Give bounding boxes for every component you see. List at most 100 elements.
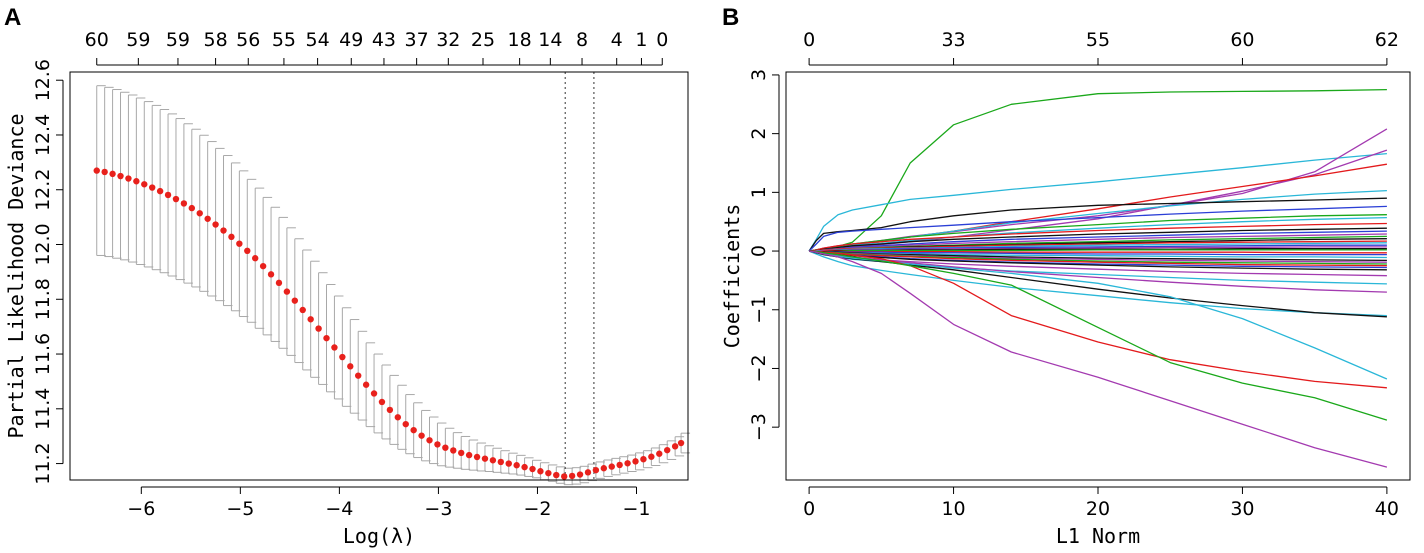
top-tick-label: 60 <box>1230 29 1254 51</box>
panel-b-x-label: L1 Norm <box>1056 524 1140 548</box>
coefficient-path <box>809 227 1387 252</box>
top-tick-label: 4 <box>611 29 623 51</box>
panel-a-top-axis: 60 59 59 58 56 55 54 49 43 37 32 25 18 14 8 4 1 0 <box>85 29 668 66</box>
x-tick-label: 20 <box>1086 498 1110 520</box>
y-tick-label: 12.6 <box>32 59 54 101</box>
deviance-point <box>473 453 481 461</box>
top-tick-label: 62 <box>1375 29 1399 51</box>
panel-a-x-label: Log(λ) <box>343 524 415 548</box>
deviance-point <box>656 450 663 457</box>
deviance-point <box>331 344 338 351</box>
panel-a-letter: A <box>4 4 21 31</box>
deviance-point <box>323 334 330 342</box>
deviance-point <box>164 191 172 199</box>
y-tick-label: −1 <box>748 296 770 324</box>
coefficient-path <box>809 250 1387 389</box>
deviance-point <box>664 446 671 454</box>
panel-b-coefficient-paths <box>808 88 1388 468</box>
deviance-point <box>553 471 560 479</box>
deviance-point <box>632 458 639 465</box>
top-tick-label: 0 <box>656 29 668 51</box>
panel-b-y-label: Coefficients <box>720 204 744 349</box>
deviance-point <box>109 170 116 178</box>
top-tick-label: 59 <box>126 29 150 51</box>
deviance-point <box>220 227 227 234</box>
panel-a-y-label: Partial Likelihood Deviance <box>4 113 28 438</box>
deviance-point <box>196 210 203 217</box>
y-tick-label: 12.4 <box>32 114 54 156</box>
deviance-point <box>576 471 584 478</box>
panel-a-x-axis: −6 −5 −4 −3 −2 −1 <box>127 486 651 520</box>
top-tick-label: 8 <box>576 29 588 51</box>
coefficient-path <box>809 249 1387 252</box>
top-tick-label: 32 <box>436 29 460 51</box>
deviance-point <box>275 279 283 287</box>
deviance-point <box>497 458 505 466</box>
x-tick-label: −6 <box>127 498 155 520</box>
coefficient-path <box>809 250 1388 468</box>
deviance-point <box>592 466 600 474</box>
top-tick-label: 56 <box>236 29 260 51</box>
panel-a-plot-box <box>69 71 689 481</box>
panel-b-plot-box <box>785 71 1411 481</box>
panel-b-top-axis: 0 33 55 60 62 <box>803 29 1399 66</box>
panel-b: B 0 10 20 30 40 −3 −2 −1 0 1 2 3 0 33 55 60 62 L1 Norm… <box>720 4 1411 548</box>
x-tick-label: −3 <box>424 498 452 520</box>
coefficient-path <box>808 88 1387 252</box>
deviance-point <box>671 443 679 450</box>
deviance-point <box>624 460 631 467</box>
coefficient-path <box>809 250 1388 380</box>
panel-b-letter: B <box>722 4 739 31</box>
deviance-point <box>156 187 164 195</box>
y-tick-label: 0 <box>748 245 770 257</box>
x-tick-label: 30 <box>1230 498 1254 520</box>
top-tick-label: 33 <box>941 29 965 51</box>
deviance-point <box>402 420 409 428</box>
top-tick-label: 37 <box>405 29 429 51</box>
deviance-point <box>204 215 211 222</box>
y-tick-label: −2 <box>748 354 770 382</box>
x-tick-label: 0 <box>803 498 815 520</box>
deviance-point <box>616 461 623 469</box>
deviance-point <box>228 233 235 241</box>
deviance-point <box>267 271 275 278</box>
top-tick-label: 25 <box>471 29 495 51</box>
deviance-point <box>141 181 148 188</box>
deviance-point <box>529 465 536 473</box>
x-tick-label: −4 <box>325 498 353 520</box>
deviance-point <box>677 439 685 447</box>
deviance-point <box>561 473 568 480</box>
top-tick-label: 55 <box>272 29 296 51</box>
top-tick-label: 54 <box>306 29 330 51</box>
deviance-point <box>545 469 552 477</box>
deviance-point <box>537 468 544 475</box>
deviance-point <box>489 457 497 464</box>
y-tick-label: 1 <box>748 186 770 198</box>
deviance-point <box>426 437 433 444</box>
deviance-point <box>410 426 417 434</box>
deviance-point <box>362 381 370 388</box>
deviance-point <box>252 255 259 262</box>
coefficient-path <box>808 250 1387 317</box>
top-tick-label: 49 <box>339 29 363 51</box>
top-tick-label: 59 <box>166 29 190 51</box>
deviance-point <box>339 353 346 361</box>
deviance-point <box>465 451 473 459</box>
y-tick-label: 11.8 <box>32 278 54 320</box>
deviance-point <box>236 240 243 247</box>
x-tick-label: −5 <box>226 498 254 520</box>
top-tick-label: 43 <box>372 29 396 51</box>
y-tick-label: −3 <box>748 413 770 441</box>
x-tick-label: −1 <box>622 498 650 520</box>
y-tick-label: 12.0 <box>32 223 54 265</box>
deviance-point <box>125 175 132 182</box>
panel-a-y-axis: 11.2 11.4 11.6 11.8 12.0 12.2 12.4 12.6 <box>32 59 64 485</box>
top-tick-label: 60 <box>85 29 109 51</box>
y-tick-label: 11.2 <box>32 442 54 484</box>
x-tick-label: 40 <box>1375 498 1399 520</box>
deviance-point <box>188 204 196 212</box>
deviance-point <box>307 316 314 323</box>
y-tick-label: 2 <box>748 128 770 140</box>
deviance-point <box>93 167 100 174</box>
